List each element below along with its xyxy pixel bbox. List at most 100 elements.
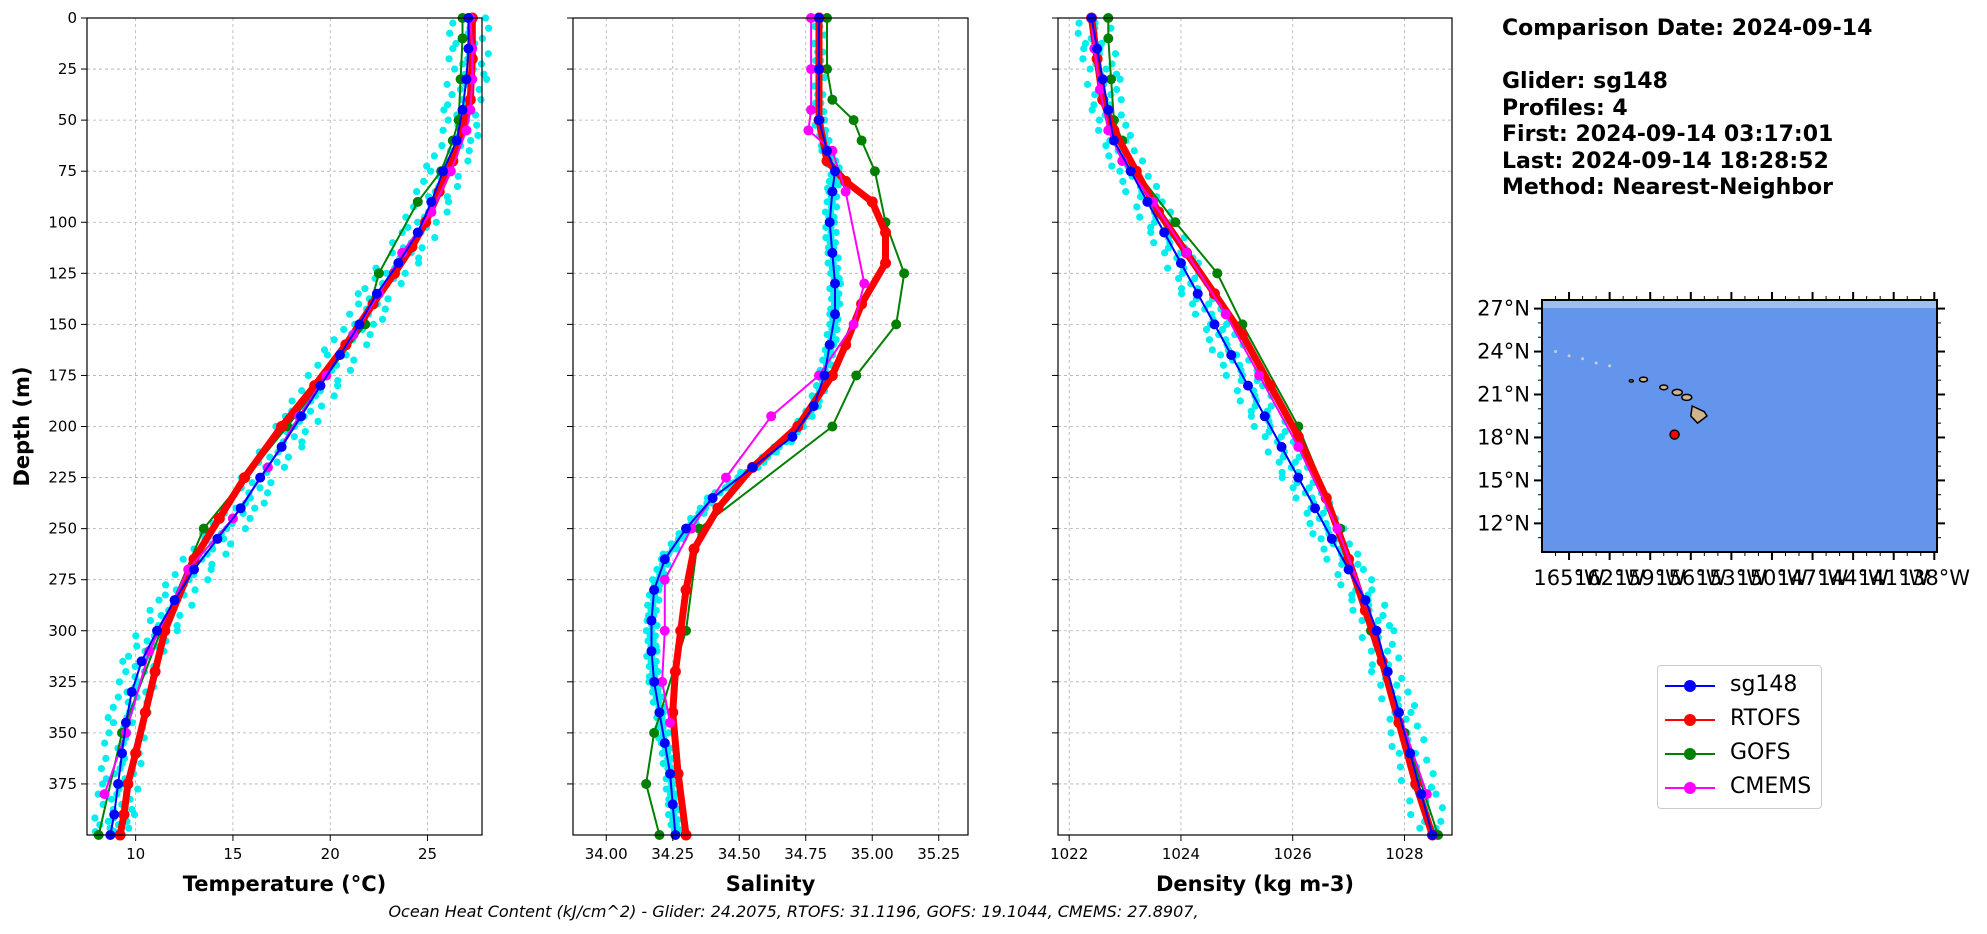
temperature-raw-point [418,244,426,252]
temperature-line-sg148 [109,17,470,836]
temperature-point-sg148 [393,258,404,269]
salinity-raw-point [819,356,827,364]
temperature-raw-point [98,780,107,788]
map-lon-label: 156°W [1655,566,1727,590]
temperature-raw-point [179,555,187,563]
temperature-raw-point [191,586,199,594]
density-raw-point [1377,681,1385,689]
density-raw-point [1303,509,1311,517]
density-raw-point [1305,484,1313,492]
density-raw-point [1416,824,1424,832]
density-raw-point [1381,601,1389,609]
temperature-ytick-label: 200 [48,418,77,436]
temperature-point-sg148 [235,503,246,514]
density-point-cmems [1293,441,1304,452]
temperature-raw-point [430,152,438,160]
temperature-raw-point [171,570,179,579]
salinity-point-gofs [649,727,660,738]
temperature-raw-point [114,693,122,701]
salinity-point-sg148 [824,217,835,228]
salinity-panel: 34.00 34.25 34.50 34.75 35.00 35.25 Salinity [567,12,969,896]
salinity-point-gofs [869,166,880,177]
density-raw-point [1423,756,1431,764]
salinity-point-sg148 [665,768,676,779]
island [1638,376,1649,383]
temperature-point-sg148 [276,441,287,452]
temperature-xtick-label: 15 [223,845,242,863]
temperature-raw-point [464,157,472,165]
temperature-point-gofs [412,196,423,207]
map-lon-label: 165°W [1533,566,1605,590]
density-point-cmems [1332,523,1343,534]
density-point-sg148 [1393,707,1404,718]
temperature-point-sg148 [315,380,326,391]
temperature-raw-point [104,817,112,825]
temperature-point-cmems [465,104,476,115]
temperature-point-sg148 [136,656,147,667]
legend-label-rtofs: RTOFS [1730,706,1801,731]
salinity-point-sg148 [787,431,798,442]
salinity-point-sg148 [830,166,841,177]
density-raw-point [1398,674,1406,683]
density-raw-point [1147,228,1155,237]
density-raw-point [1289,484,1297,492]
density-raw-point [1402,715,1410,723]
density-raw-point [1388,640,1396,648]
legend: sg148 RTOFS GOFS CMEMS [1657,665,1822,809]
salinity-raw-point [664,810,673,819]
density-raw-point [1086,65,1094,73]
density-point-sg148 [1276,441,1287,452]
temperature-raw-point [130,810,139,819]
salinity-point-rtofs [675,625,687,637]
density-point-cmems [1181,247,1192,258]
temperature-raw-point [146,606,154,614]
density-raw-point [1367,647,1376,655]
density-point-sg148 [1382,666,1393,677]
density-raw-point [1208,346,1216,354]
density-raw-point [1152,182,1161,191]
legend-marker-rtofs [1684,714,1696,726]
temperature-point-rtofs [149,666,161,678]
temperature-point-sg148 [117,748,128,759]
temperature-raw-point [483,75,491,83]
density-raw-point [1138,157,1147,165]
temperature-point-sg148 [451,135,462,146]
density-raw-point [1368,586,1376,594]
temperature-point-rtofs [159,625,171,637]
island [1628,378,1635,383]
temperature-raw-point [162,581,170,589]
density-point-rtofs [1236,329,1248,341]
salinity-raw-point [834,254,842,262]
density-raw-point [1291,458,1299,466]
temperature-line-cmems [103,17,474,796]
temperature-ytick-label: 25 [58,60,77,78]
temperature-raw-point [323,351,332,359]
density-raw-point [1323,555,1331,563]
salinity-xtick-label: 34.25 [651,845,694,863]
temperature-raw-point [444,116,452,124]
salinity-point-sg148 [822,145,833,156]
temperature-point-sg148 [169,595,180,606]
temperature-ytick-label: 125 [48,264,77,282]
temperature-raw-point [273,458,281,466]
temperature-raw-point [439,126,447,134]
density-raw-point [1247,412,1255,420]
temperature-raw-point [444,101,452,109]
density-raw-point [1102,142,1110,150]
temperature-point-cmems [99,789,110,800]
temperature-raw-point [301,428,309,436]
density-raw-point [1105,152,1113,160]
temperature-point-rtofs [188,553,200,565]
salinity-axes-frame [572,17,969,836]
temperature-raw-point [102,775,110,783]
profile-info: Comparison Date: 2024-09-14 Glider: sg14… [1502,16,1872,202]
temperature-point-sg148 [371,288,382,299]
density-raw-point [1119,177,1127,185]
density-raw-point [1374,616,1382,625]
temperature-xtick-label: 10 [126,845,145,863]
temperature-raw-point [137,759,145,768]
temperature-point-gofs [198,523,209,534]
temperature-raw-point [431,233,439,242]
salinity-raw-point [645,662,653,671]
nw-islet [1608,364,1612,368]
